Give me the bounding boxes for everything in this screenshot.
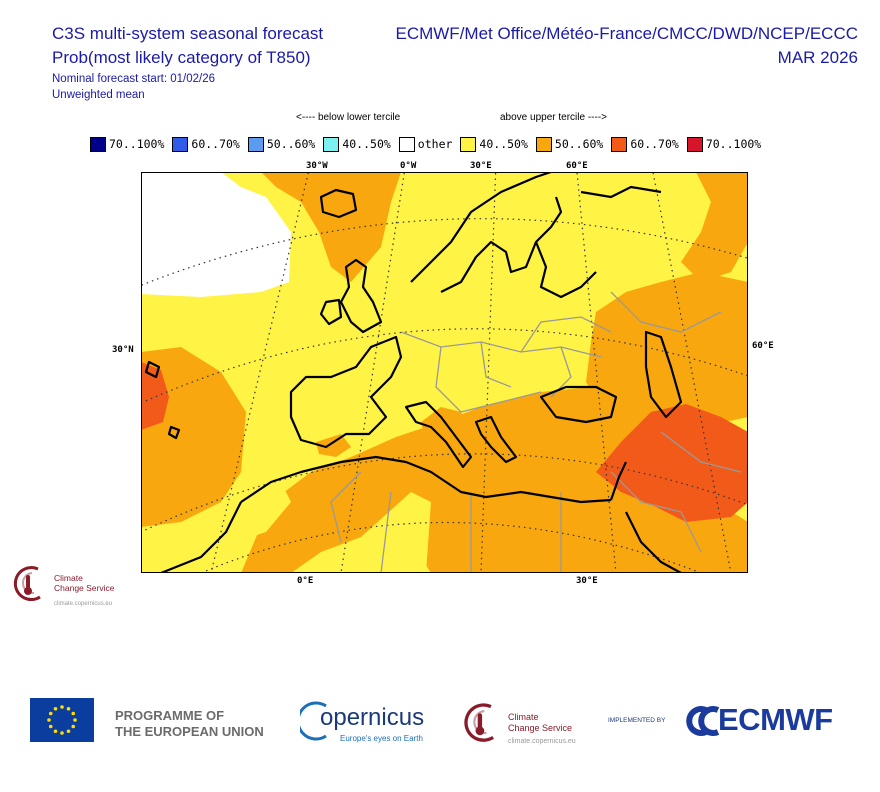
title-line-2: Prob(most likely category of T850) [52,48,311,67]
legend-item: 40..50% [460,136,528,152]
legend-item: 70..100% [90,136,165,152]
ccs-line2: Change Service [508,723,573,733]
eu-programme-line2: THE EUROPEAN UNION [115,724,264,739]
eu-star [47,718,51,722]
region-orange-mediterranean [241,387,748,573]
ecmwf-logo: ECMWF [676,702,833,743]
eu-star [71,724,76,729]
eu-star [71,711,76,716]
contributing-centres: ECMWF/Met Office/Météo-France/CMCC/DWD/N… [395,24,858,43]
legend-label: 60..70% [191,137,240,151]
ccs-line1: Climate [508,712,539,722]
eu-star [53,706,58,711]
legend-swatch [611,136,628,152]
tick-bottom-0e: 0°E [297,576,314,586]
eu-stars-icon [30,698,94,742]
legend-item: 60..70% [172,136,240,152]
thermometer-globe-icon-large [464,703,494,742]
eu-star [73,718,77,722]
region-orange-russia [586,272,748,447]
legend-below-label: <---- below lower tercile [296,112,401,123]
eu-star [66,706,71,711]
legend-swatch [247,136,264,152]
thermometer-globe-icon [13,566,41,602]
legend-item: 40..50% [323,136,391,152]
ecmwf-mark-icon [686,706,720,736]
region-orange-northeast [681,172,748,282]
region-orange-adriatic [421,407,471,467]
legend-label: 50..60% [266,137,316,151]
eu-star [66,729,71,734]
tick-top-30w: 30°W [306,161,328,171]
title-line-1: C3S multi-system seasonal forecast [52,24,324,43]
eu-programme-line1: PROGRAMME OF [115,708,225,723]
legend-label: other [417,137,453,151]
climate-change-service-logo: Climate Change Service climate.copernicu… [460,700,576,749]
legend-above-label: above upper tercile ----> [500,112,607,123]
valid-month: MAR 2026 [777,48,858,67]
ccs-url: climate.copernicus.eu [508,738,576,745]
copernicus-tagline: Europe's eyes on Earth [340,734,423,743]
legend-item: 60..70% [611,136,679,152]
legend-label: 50..60% [554,137,604,151]
ecmwf-wordmark: ECMWF [718,702,833,737]
implemented-by-label: IMPLEMENTED BY [608,717,666,724]
tick-top-30e: 30°E [470,161,492,171]
copernicus-wordmark: opernicus [320,704,425,731]
eu-flag [30,698,94,747]
legend-label: 40..50% [479,137,528,151]
legend-swatch [686,136,703,152]
legend-swatch [172,136,189,152]
climate-change-service-logo-small: Climate Change Service climate.copernicu… [10,563,114,608]
eu-star [60,731,64,735]
legend-swatch [460,136,477,152]
legend-item: 50..60% [247,136,316,152]
forecast-start: Nominal forecast start: 01/02/26 [52,73,215,85]
legend-label: 70..100% [705,137,762,151]
region-red-middle-east [596,404,748,522]
legend-swatch [398,136,415,152]
eu-star [48,711,53,716]
tick-bottom-30e: 30°E [576,576,598,586]
ccs-small-line1: Climate [54,573,83,583]
region-yellow-sw [236,472,291,542]
eu-star [48,724,53,729]
legend-swatch [323,136,340,152]
legend-item: other [398,136,453,152]
region-other [141,172,291,297]
region-orange-spain-patch [316,434,351,457]
ccs-small-url: climate.copernicus.eu [54,601,113,607]
tick-right-60e: 60°E [752,341,774,351]
legend: 70..100% 60..70% 50..60% 40..50% other 40..50… [90,136,769,152]
legend-item: 50..60% [535,136,604,152]
eu-star [60,705,64,709]
region-red-atlantic [141,362,169,430]
tick-left-30n: 30°N [112,345,134,355]
tick-top-0w: 0°W [400,161,417,171]
legend-item: 70..100% [686,136,762,152]
ensemble-weighting: Unweighted mean [52,89,145,101]
legend-label: 60..70% [630,137,679,151]
eu-star [53,729,58,734]
legend-label: 70..100% [109,137,165,151]
legend-label: 40..50% [342,137,391,151]
tick-top-60e: 60°E [566,161,588,171]
copernicus-logo: opernicus Europe's eyes on Earth [296,700,424,747]
forecast-map [141,172,748,573]
legend-swatch [535,136,552,152]
region-orange-iceland [261,172,401,282]
ccs-small-line2: Change Service [54,583,115,593]
legend-swatch [90,136,106,152]
region-yellow-sahara [361,492,431,573]
